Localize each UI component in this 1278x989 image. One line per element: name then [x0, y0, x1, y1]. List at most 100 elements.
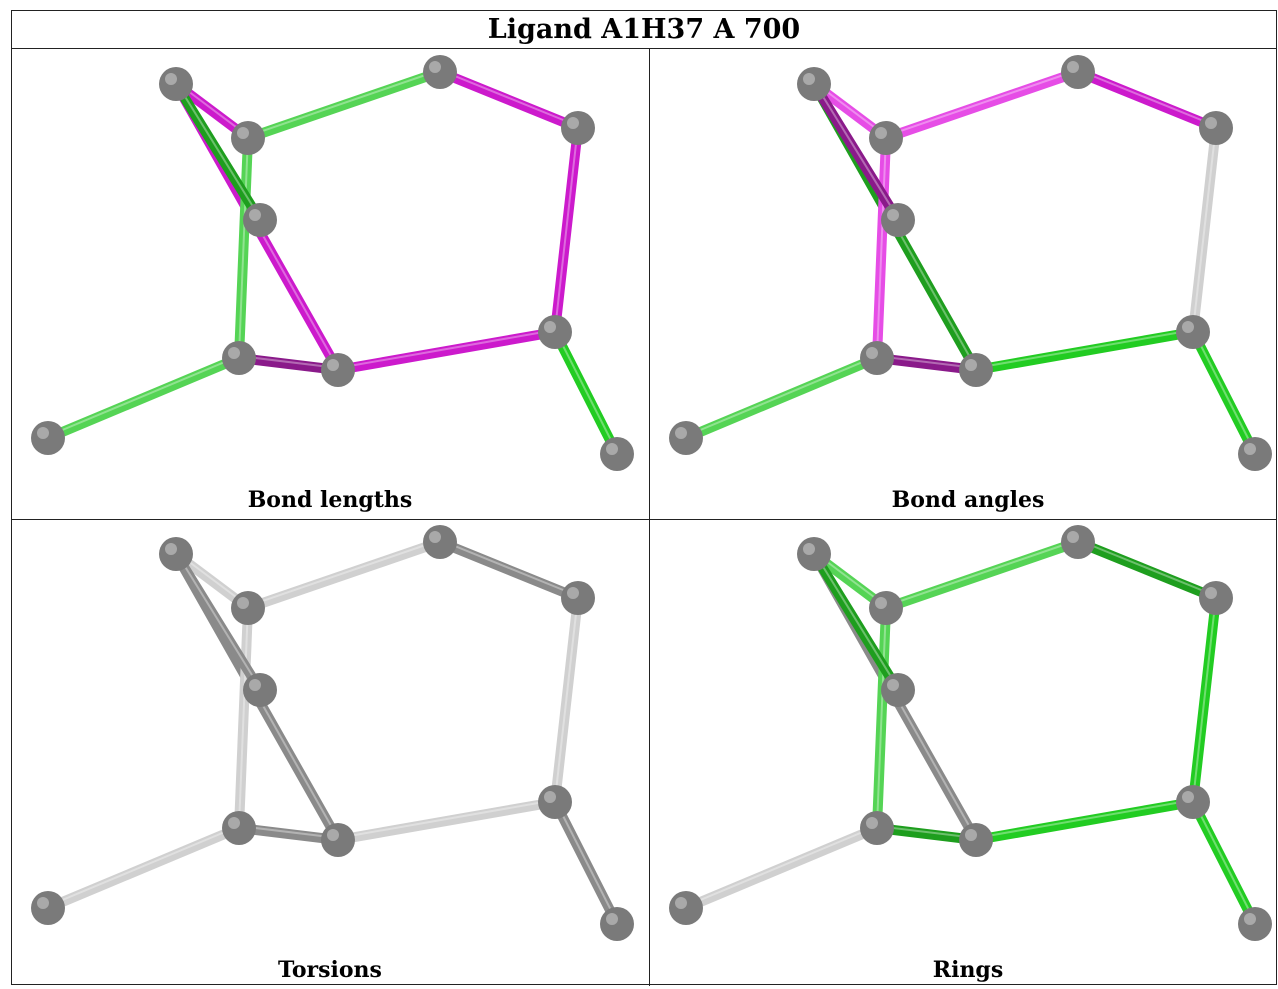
atom-shine-6 — [866, 347, 878, 359]
atom-shine-3 — [1205, 587, 1217, 599]
bond-highlight-2-6 — [238, 135, 249, 357]
bond-highlight-6-8 — [47, 355, 240, 437]
atom-1 — [1061, 55, 1095, 89]
bond-highlight-2-1 — [247, 539, 441, 607]
bond-highlight-2-1 — [885, 539, 1079, 607]
atom-9 — [1238, 437, 1272, 471]
molecule-view-bond-angles — [669, 55, 1272, 471]
figure-title: Ligand A1H37 A 700 — [12, 11, 1276, 49]
molecule-view-torsions — [31, 525, 634, 941]
atom-3 — [561, 581, 595, 615]
bond-highlight-2-1 — [247, 69, 441, 137]
atom-4 — [243, 203, 277, 237]
atom-6 — [222, 341, 256, 375]
bond-3-5 — [550, 593, 583, 807]
atom-1 — [423, 525, 457, 559]
bond-highlight-5-9 — [554, 799, 618, 923]
bond-highlight-6-8 — [685, 825, 878, 907]
atom-5 — [1176, 315, 1210, 349]
bond-1-3 — [1073, 537, 1221, 603]
bond-5-7 — [971, 797, 1198, 845]
atom-2 — [869, 121, 903, 155]
atom-9 — [1238, 907, 1272, 941]
bond-6-8 — [681, 823, 882, 913]
atom-shine-4 — [887, 679, 899, 691]
atom-0 — [797, 537, 831, 571]
atom-shine-0 — [803, 73, 815, 85]
atom-8 — [669, 891, 703, 925]
bond-0-4 — [171, 549, 265, 695]
atom-5 — [538, 785, 572, 819]
bond-6-8 — [43, 823, 244, 913]
bond-highlight-5-7 — [975, 329, 1194, 369]
atom-shine-9 — [1244, 913, 1256, 925]
atom-0 — [159, 67, 193, 101]
atom-shine-1 — [1067, 531, 1079, 543]
bond-5-7 — [333, 797, 560, 845]
atom-shine-0 — [165, 73, 177, 85]
bond-highlight-1-3 — [1077, 69, 1217, 127]
bond-highlight-5-7 — [337, 329, 556, 369]
atom-4 — [243, 673, 277, 707]
atom-shine-1 — [1067, 61, 1079, 73]
atom-6 — [860, 341, 894, 375]
atom-shine-7 — [965, 829, 977, 841]
atom-1 — [423, 55, 457, 89]
bond-2-1 — [243, 537, 445, 613]
atom-shine-5 — [544, 791, 556, 803]
atom-7 — [321, 353, 355, 387]
bond-2-6 — [872, 603, 891, 833]
atom-shine-3 — [1205, 117, 1217, 129]
atom-2 — [869, 591, 903, 625]
atom-shine-7 — [327, 829, 339, 841]
atom-7 — [959, 823, 993, 857]
bond-1-3 — [435, 537, 583, 603]
bond-1-3 — [1073, 67, 1221, 133]
molecule-view-rings — [669, 525, 1272, 941]
bond-highlight-3-5 — [1192, 595, 1217, 801]
atom-1 — [1061, 525, 1095, 559]
bond-0-4 — [809, 549, 903, 695]
atom-8 — [669, 421, 703, 455]
panel-rings: Rings — [650, 520, 1278, 989]
bond-highlight-3-5 — [554, 125, 579, 331]
atom-shine-0 — [165, 543, 177, 555]
bond-6-8 — [681, 353, 882, 443]
bond-highlight-5-7 — [337, 799, 556, 839]
atom-shine-6 — [228, 817, 240, 829]
atom-shine-2 — [875, 127, 887, 139]
bond-2-6 — [234, 603, 253, 833]
bond-3-5 — [1188, 123, 1221, 337]
bond-highlight-0-4 — [175, 551, 261, 689]
bond-highlight-2-1 — [885, 69, 1079, 137]
panel-bond-lengths: Bond lengths — [12, 50, 648, 519]
atom-5 — [538, 315, 572, 349]
atom-8 — [31, 421, 65, 455]
atom-shine-9 — [606, 913, 618, 925]
atom-shine-8 — [675, 427, 687, 439]
bond-0-4 — [809, 79, 903, 225]
atom-4 — [881, 673, 915, 707]
atom-0 — [159, 537, 193, 571]
atom-shine-8 — [37, 897, 49, 909]
bond-2-6 — [872, 133, 891, 363]
bond-highlight-5-9 — [1192, 329, 1256, 453]
panel-bond-angles: Bond angles — [650, 50, 1278, 519]
bond-highlight-2-6 — [876, 605, 887, 827]
figure-frame: Ligand A1H37 A 700 Bond lengths Bond ang… — [11, 10, 1278, 986]
atom-shine-9 — [1244, 443, 1256, 455]
atom-2 — [231, 121, 265, 155]
atom-shine-8 — [675, 897, 687, 909]
atom-shine-2 — [237, 127, 249, 139]
bond-2-1 — [243, 67, 445, 143]
atom-shine-6 — [228, 347, 240, 359]
bond-2-6 — [234, 133, 253, 363]
atom-shine-6 — [866, 817, 878, 829]
bond-5-9 — [1188, 327, 1260, 459]
atom-5 — [1176, 785, 1210, 819]
atom-shine-4 — [249, 679, 261, 691]
bond-2-1 — [881, 537, 1083, 613]
bond-3-5 — [550, 123, 583, 337]
caption-bond-lengths: Bond lengths — [247, 487, 413, 513]
bond-highlight-2-6 — [876, 135, 887, 357]
